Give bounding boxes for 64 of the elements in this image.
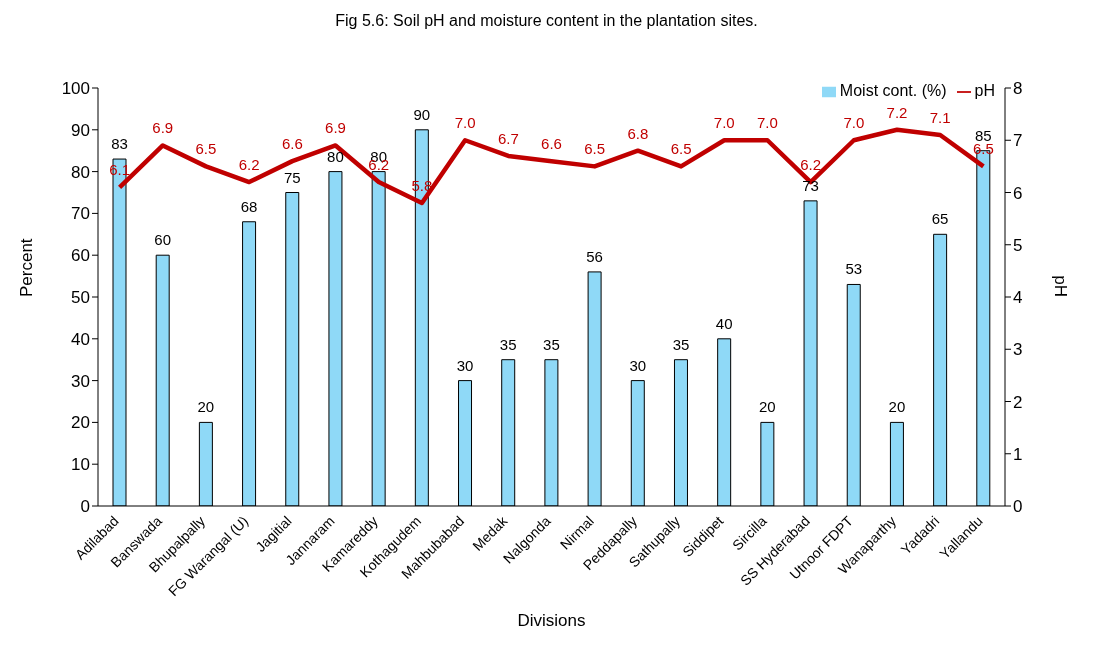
- y2-tick-label: 5: [1013, 235, 1023, 255]
- data-label: 6.5: [195, 140, 217, 158]
- data-label: 75: [283, 168, 301, 186]
- data-label: 73: [802, 176, 819, 194]
- legend-label: pH: [974, 82, 995, 99]
- data-label: 30: [629, 356, 647, 374]
- data-label: 6.8: [627, 124, 649, 142]
- x-axis-title: Divisions: [517, 611, 586, 630]
- y-tick-label: 90: [71, 120, 90, 140]
- legend-label: Moist cont. (%): [839, 82, 947, 99]
- data-label: 20: [759, 398, 776, 416]
- data-label: 7.1: [929, 109, 951, 127]
- data-label: 53: [845, 260, 863, 278]
- data-label: 56: [586, 247, 603, 265]
- data-label: 7.0: [843, 114, 865, 132]
- data-label: 90: [413, 105, 431, 123]
- data-label: 60: [154, 231, 172, 249]
- data-label: 85: [974, 126, 992, 144]
- data-label: 80: [327, 147, 344, 165]
- y-tick-label: 60: [71, 246, 90, 266]
- y2-axis-title: pH: [1050, 275, 1070, 297]
- y-tick-label: 100: [61, 79, 90, 99]
- y-tick-label: 70: [71, 204, 90, 224]
- y-tick-label: 30: [71, 371, 90, 391]
- data-label: 6.6: [281, 135, 303, 153]
- y-tick-label: 80: [71, 162, 90, 182]
- data-label: 40: [715, 314, 733, 332]
- y2-tick-label: 3: [1013, 340, 1023, 360]
- data-label: 7.0: [713, 114, 735, 132]
- data-label: 35: [543, 335, 560, 353]
- chart-title: Fig 5.6: Soil pH and moisture content in the plantation sites.: [334, 11, 759, 31]
- y-tick-label: 50: [71, 288, 90, 308]
- data-label: 20: [888, 398, 906, 416]
- data-label: 7.0: [454, 114, 476, 132]
- y-tick-label: 40: [71, 329, 90, 349]
- y-tick-label: 10: [71, 455, 90, 475]
- y2-tick-label: 4: [1013, 288, 1023, 308]
- data-label: 65: [931, 210, 949, 228]
- data-label: 6.6: [541, 135, 562, 153]
- data-label: 6.2: [800, 156, 822, 174]
- y2-tick-label: 1: [1013, 444, 1023, 464]
- y2-tick-label: 8: [1013, 79, 1023, 99]
- data-label: 6.7: [497, 129, 519, 147]
- y-tick-label: 0: [80, 497, 90, 517]
- data-label: 68: [240, 197, 258, 215]
- y2-tick-label: 0: [1013, 497, 1023, 517]
- y-tick-label: 20: [71, 413, 90, 433]
- data-label: 7.0: [757, 114, 778, 132]
- data-label: 6.9: [325, 119, 346, 137]
- y2-tick-label: 7: [1013, 131, 1023, 151]
- y2-tick-label: 6: [1013, 183, 1023, 203]
- data-label: 20: [197, 398, 215, 416]
- data-label: 7.2: [886, 103, 908, 121]
- y-axis-title: Percent: [17, 238, 37, 297]
- data-label: 6.5: [584, 140, 606, 158]
- data-label: 30: [456, 356, 474, 374]
- data-label: 6.9: [152, 119, 174, 137]
- data-label: 6.1: [109, 161, 131, 179]
- data-label: 35: [672, 335, 690, 353]
- y2-tick-label: 2: [1013, 392, 1023, 412]
- data-label: 35: [499, 335, 517, 353]
- data-label: 6.5: [670, 140, 692, 158]
- data-label: 83: [111, 135, 128, 153]
- data-label: 6.2: [238, 156, 260, 174]
